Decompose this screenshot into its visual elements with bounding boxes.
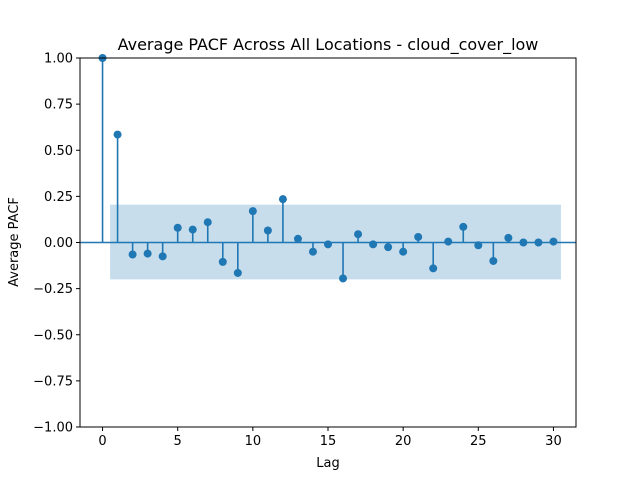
chart-title: Average PACF Across All Locations - clou… <box>118 35 539 55</box>
y-tick-label-1: −0.75 <box>33 374 73 389</box>
y-tick-label-5: 0.25 <box>44 190 73 205</box>
y-axis-label: Average PACF <box>7 197 22 287</box>
marker-lag-8 <box>218 257 227 266</box>
marker-lag-1 <box>113 130 122 139</box>
marker-lag-26 <box>489 256 498 265</box>
marker-lag-3 <box>143 249 152 258</box>
x-tick-label-30: 30 <box>545 434 562 449</box>
marker-lag-6 <box>188 225 197 234</box>
y-tick-label-7: 0.75 <box>44 98 73 113</box>
marker-lag-20 <box>399 247 408 256</box>
marker-lag-22 <box>429 264 438 273</box>
marker-lag-7 <box>203 218 212 227</box>
marker-lag-9 <box>233 268 242 277</box>
marker-lag-30 <box>549 237 558 246</box>
x-tick-label-10: 10 <box>245 434 262 449</box>
x-tick-label-20: 20 <box>395 434 412 449</box>
marker-lag-21 <box>414 232 423 241</box>
marker-lag-19 <box>384 243 393 252</box>
marker-lag-18 <box>369 240 378 249</box>
y-tick-label-0: −1.00 <box>33 421 73 436</box>
marker-lag-28 <box>519 238 528 247</box>
marker-lag-23 <box>444 237 453 246</box>
x-tick-label-15: 15 <box>320 434 337 449</box>
marker-lag-25 <box>474 241 483 250</box>
marker-lag-5 <box>173 223 182 232</box>
marker-lag-10 <box>248 207 257 216</box>
marker-lag-11 <box>263 226 272 235</box>
marker-lag-17 <box>354 230 363 239</box>
x-axis-label: Lag <box>316 456 339 471</box>
y-tick-label-2: −0.50 <box>33 328 73 343</box>
marker-lag-4 <box>158 252 167 261</box>
marker-lag-13 <box>293 234 302 243</box>
marker-lag-15 <box>324 240 332 249</box>
marker-lag-14 <box>308 247 317 256</box>
x-tick-label-5: 5 <box>174 434 182 449</box>
marker-lag-12 <box>278 195 287 204</box>
marker-lag-29 <box>534 238 543 247</box>
marker-lag-27 <box>504 233 513 242</box>
y-tick-label-8: 1.00 <box>44 52 73 67</box>
x-tick-label-0: 0 <box>98 434 106 449</box>
marker-lag-2 <box>128 250 137 259</box>
y-tick-label-6: 0.50 <box>44 144 73 159</box>
y-tick-label-4: 0.00 <box>44 236 73 251</box>
plot-area: 0 5 10 15 20 25 30 −1.00 −0.75 −0.50 −0.25 0.00 0.25… <box>33 52 577 449</box>
marker-lag-16 <box>339 274 348 283</box>
marker-lag-24 <box>459 222 468 231</box>
x-tick-label-25: 25 <box>470 434 487 449</box>
y-tick-label-3: −0.25 <box>33 282 73 297</box>
